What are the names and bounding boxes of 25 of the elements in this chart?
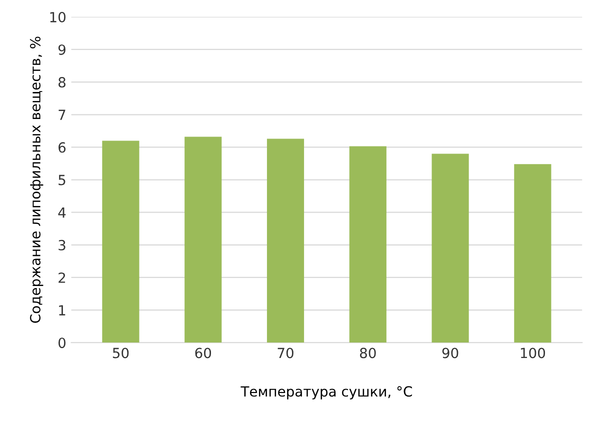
y-tick-label: 7 xyxy=(58,110,66,120)
x-tick-label: 60 xyxy=(195,348,212,358)
bar xyxy=(432,154,469,343)
x-axis-title: Температура сушки, °C xyxy=(240,386,412,400)
bar xyxy=(102,140,140,343)
y-tick-label: 10 xyxy=(50,12,66,22)
y-tick-label: 5 xyxy=(58,174,66,186)
bar xyxy=(184,136,222,343)
y-axis-title: Содержание липофильных веществ, % xyxy=(30,36,44,323)
y-tick-label: 0 xyxy=(58,338,66,348)
bar xyxy=(266,138,304,343)
x-tick-label: 70 xyxy=(278,348,294,358)
bar xyxy=(514,164,552,343)
y-tick-label: 8 xyxy=(58,77,66,88)
x-tick-label: 80 xyxy=(360,348,376,358)
x-tick-label: 50 xyxy=(112,348,129,358)
y-tick-label: 9 xyxy=(58,44,66,55)
x-tick-label: 90 xyxy=(442,348,458,358)
bar xyxy=(349,146,386,343)
y-tick-label: 1 xyxy=(59,305,66,316)
y-tick-label: 6 xyxy=(58,142,66,153)
y-tick-label: 2 xyxy=(58,272,66,283)
y-tick-label: 3 xyxy=(58,240,66,250)
x-tick-label: 100 xyxy=(520,348,546,358)
y-tick-label: 4 xyxy=(58,207,66,218)
